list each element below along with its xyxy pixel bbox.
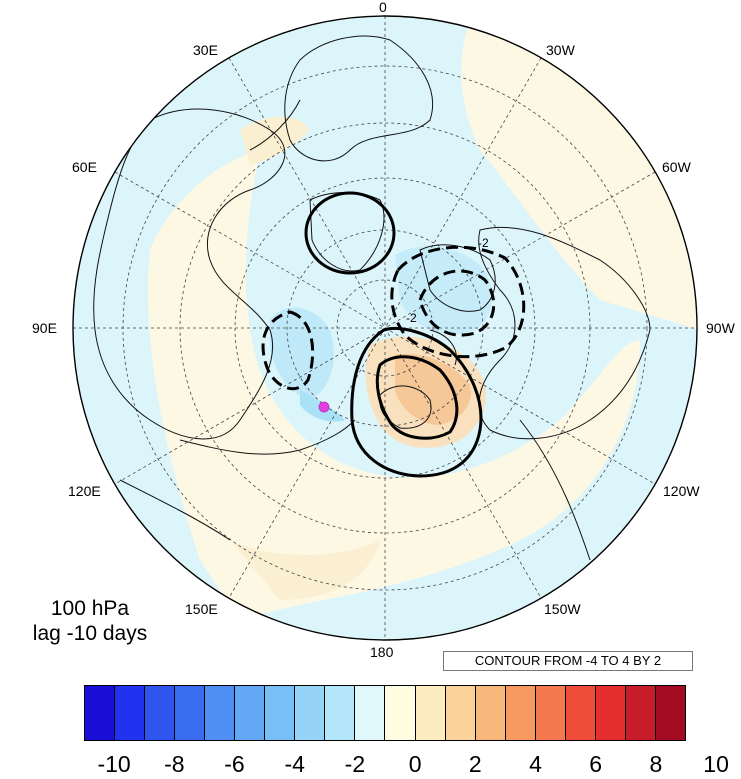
meridian-lines bbox=[73, 16, 697, 640]
pressure-level-label: 100 hPa bbox=[50, 597, 130, 620]
color-legend-label: 6 bbox=[589, 751, 603, 777]
shaded-anomaly-field: -2 -2 bbox=[73, 16, 697, 640]
lon-label-60e: 60E bbox=[72, 159, 97, 175]
lon-label-0: 0 bbox=[379, 0, 387, 15]
color-legend-cell bbox=[295, 686, 326, 740]
contour-label: -2 bbox=[478, 236, 489, 250]
lon-label-180: 180 bbox=[370, 644, 394, 660]
color-legend-label: -8 bbox=[164, 751, 185, 777]
color-legend-cell bbox=[415, 686, 446, 740]
color-legend-cell bbox=[505, 686, 536, 740]
panel-annotation: 100 hPa lag -10 days bbox=[20, 596, 160, 646]
coastlines bbox=[93, 35, 651, 561]
color-legend-cell bbox=[325, 686, 356, 740]
color-legend-cell bbox=[655, 686, 685, 740]
color-legend-cell bbox=[595, 686, 626, 740]
lag-label: lag -10 days bbox=[32, 622, 148, 645]
map-border bbox=[72, 15, 698, 641]
lon-label-150e: 150E bbox=[185, 601, 218, 617]
color-legend-cell bbox=[265, 686, 296, 740]
color-legend-cell bbox=[85, 686, 116, 740]
color-legend-cell bbox=[625, 686, 656, 740]
lon-label-120w: 120W bbox=[663, 483, 700, 499]
color-legend-label: -4 bbox=[284, 751, 305, 777]
color-legend-label: 0 bbox=[408, 751, 422, 777]
color-legend-cell bbox=[475, 686, 506, 740]
color-legend-label: 8 bbox=[649, 751, 663, 777]
color-legend-label: 4 bbox=[529, 751, 542, 777]
lon-label-30w: 30W bbox=[546, 42, 575, 58]
lon-label-150w: 150W bbox=[544, 601, 581, 617]
color-legend-cell bbox=[445, 686, 476, 740]
color-legend-label: 2 bbox=[468, 751, 482, 777]
color-legend-cell bbox=[205, 686, 236, 740]
color-legend-label: -2 bbox=[344, 751, 366, 777]
color-legend-cell bbox=[355, 686, 386, 740]
lon-label-30e: 30E bbox=[193, 42, 218, 58]
color-legend-cell bbox=[115, 686, 146, 740]
color-legend-label: 10 bbox=[703, 751, 729, 777]
lon-label-90e: 90E bbox=[32, 320, 57, 336]
lon-label-90w: 90W bbox=[706, 320, 735, 336]
color-legend-cell bbox=[145, 686, 176, 740]
color-legend-cell bbox=[385, 686, 416, 740]
color-legend-cell bbox=[235, 686, 266, 740]
lon-label-120e: 120E bbox=[68, 483, 101, 499]
contour-info-box: CONTOUR FROM -4 TO 4 BY 2 bbox=[443, 651, 693, 671]
color-legend-label: -6 bbox=[224, 751, 245, 777]
color-legend-bar bbox=[84, 685, 686, 741]
color-legend-label: -10 bbox=[97, 751, 131, 777]
contour-label: -2 bbox=[406, 311, 417, 325]
contour-lines bbox=[261, 191, 526, 478]
location-marker bbox=[318, 401, 330, 413]
color-legend-cell bbox=[565, 686, 596, 740]
lon-label-60w: 60W bbox=[662, 159, 691, 175]
color-legend-cell bbox=[175, 686, 206, 740]
color-legend-cell bbox=[535, 686, 566, 740]
